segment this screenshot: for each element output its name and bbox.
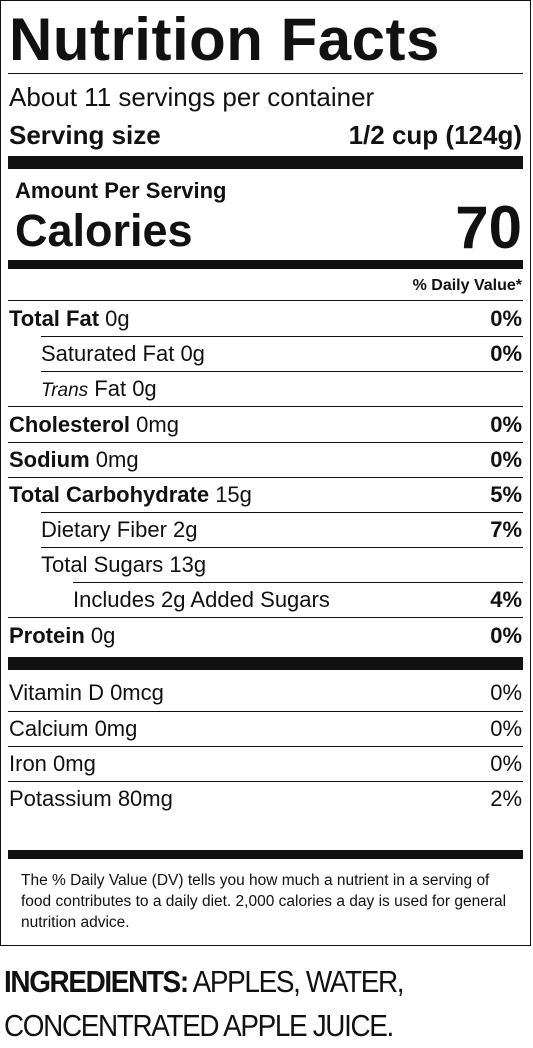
calories-label: Calories [15,205,193,256]
nutrient-amount: 0g [105,306,130,331]
divider [73,582,523,583]
nutrient-name: Protein [9,623,85,648]
divider-heavy [8,657,523,670]
nutrient-name: Total Carbohydrate [9,482,210,507]
nutrient-amount: Fat 0g [94,376,157,401]
nutrient-row-total-carbohydrate: Total Carbohydrate 15g 5% [9,478,522,512]
divider [8,711,523,712]
vitamin-name: Iron 0mg [9,751,96,776]
label-title: Nutrition Facts [9,6,440,73]
serving-size-label: Serving size [9,120,161,150]
divider [8,300,523,301]
calories-row: Calories 70 [15,195,522,261]
nutrient-dv: 7% [490,517,522,542]
vitamin-name: Potassium 80mg [9,786,173,811]
divider-mid [8,260,523,269]
vitamin-row-vitamin-d: Vitamin D 0mcg 0% [9,676,522,710]
serving-size-row: Serving size 1/2 cup (124g) [9,119,522,151]
ingredients-statement: INGREDIENTS: APPLES, WATER, CONCENTRATED… [4,960,529,1048]
nutrient-name: Dietary Fiber [41,517,167,542]
nutrient-row-total-fat: Total Fat 0g 0% [9,302,522,336]
ingredients-heading: INGREDIENTS: [4,964,189,999]
divider [8,442,523,443]
vitamin-row-calcium: Calcium 0mg 0% [9,712,522,746]
vitamin-row-potassium: Potassium 80mg 2% [9,782,522,816]
nutrient-row-trans-fat: Trans Fat 0g [41,372,522,406]
amount-per-serving: Amount Per Serving [15,178,227,203]
divider [8,477,523,478]
nutrient-dv: 0% [490,447,522,472]
nutrient-dv: 0% [490,306,522,331]
divider [41,512,523,513]
nutrition-facts-panel: Nutrition Facts About 11 servings per co… [0,0,531,946]
nutrient-dv: 0% [490,623,522,648]
nutrient-dv: 0% [490,341,522,366]
daily-value-header: % Daily Value* [412,277,522,294]
nutrient-dv: 0% [490,412,522,437]
vitamin-dv: 0% [490,751,522,776]
nutrient-name: Saturated Fat [41,341,175,366]
vitamin-dv: 0% [490,716,522,741]
divider [8,406,523,407]
nutrient-amount: 15g [215,482,252,507]
vitamin-name: Vitamin D 0mcg [9,680,164,705]
vitamin-dv: 2% [490,786,522,811]
nutrient-amount: 13g [169,552,207,577]
divider [8,781,523,782]
servings-per-container: About 11 servings per container [9,82,375,112]
nutrient-amount: 0mg [136,412,179,437]
divider [8,617,523,618]
nutrient-amount: 0g [90,623,116,648]
divider [41,371,523,372]
divider [8,73,523,74]
nutrient-name: Total Fat [9,306,100,331]
divider [8,746,523,747]
nutrient-amount: 0g [180,341,205,366]
vitamin-row-iron: Iron 0mg 0% [9,747,522,781]
nutrient-name: Trans [41,380,89,401]
nutrient-row-total-sugars: Total Sugars 13g [41,548,522,582]
nutrient-amount: 2g [173,517,198,542]
nutrient-dv: 5% [490,482,522,507]
nutrient-name: Total Sugars [41,552,164,577]
nutrient-row-saturated-fat: Saturated Fat 0g 0% [41,337,522,371]
nutrient-name: Includes 2g Added Sugars [73,587,330,612]
serving-size-value: 1/2 cup (124g) [348,120,522,150]
nutrient-dv: 4% [490,587,522,612]
nutrient-name: Cholesterol [9,412,131,437]
nutrient-amount: 0mg [95,447,139,472]
nutrient-row-added-sugars: Includes 2g Added Sugars 4% [73,583,522,617]
nutrient-row-sodium: Sodium 0mg 0% [9,443,522,477]
nutrient-row-dietary-fiber: Dietary Fiber 2g 7% [41,513,522,547]
ingredients-text: APPLES, WATER, CONCENTRATED APPLE JUICE. [4,964,405,1043]
divider-heavy [8,156,523,169]
divider-mid [8,850,523,859]
daily-value-footnote: The % Daily Value (DV) tells you how muc… [21,872,507,931]
vitamin-dv: 0% [490,680,522,705]
nutrient-row-protein: Protein 0g 0% [9,619,522,653]
calories-value: 70 [455,194,522,261]
nutrient-row-cholesterol: Cholesterol 0mg 0% [9,408,522,442]
divider [41,547,523,548]
nutrient-name: Sodium [9,447,90,472]
divider [41,336,523,337]
vitamin-name: Calcium 0mg [9,716,138,741]
